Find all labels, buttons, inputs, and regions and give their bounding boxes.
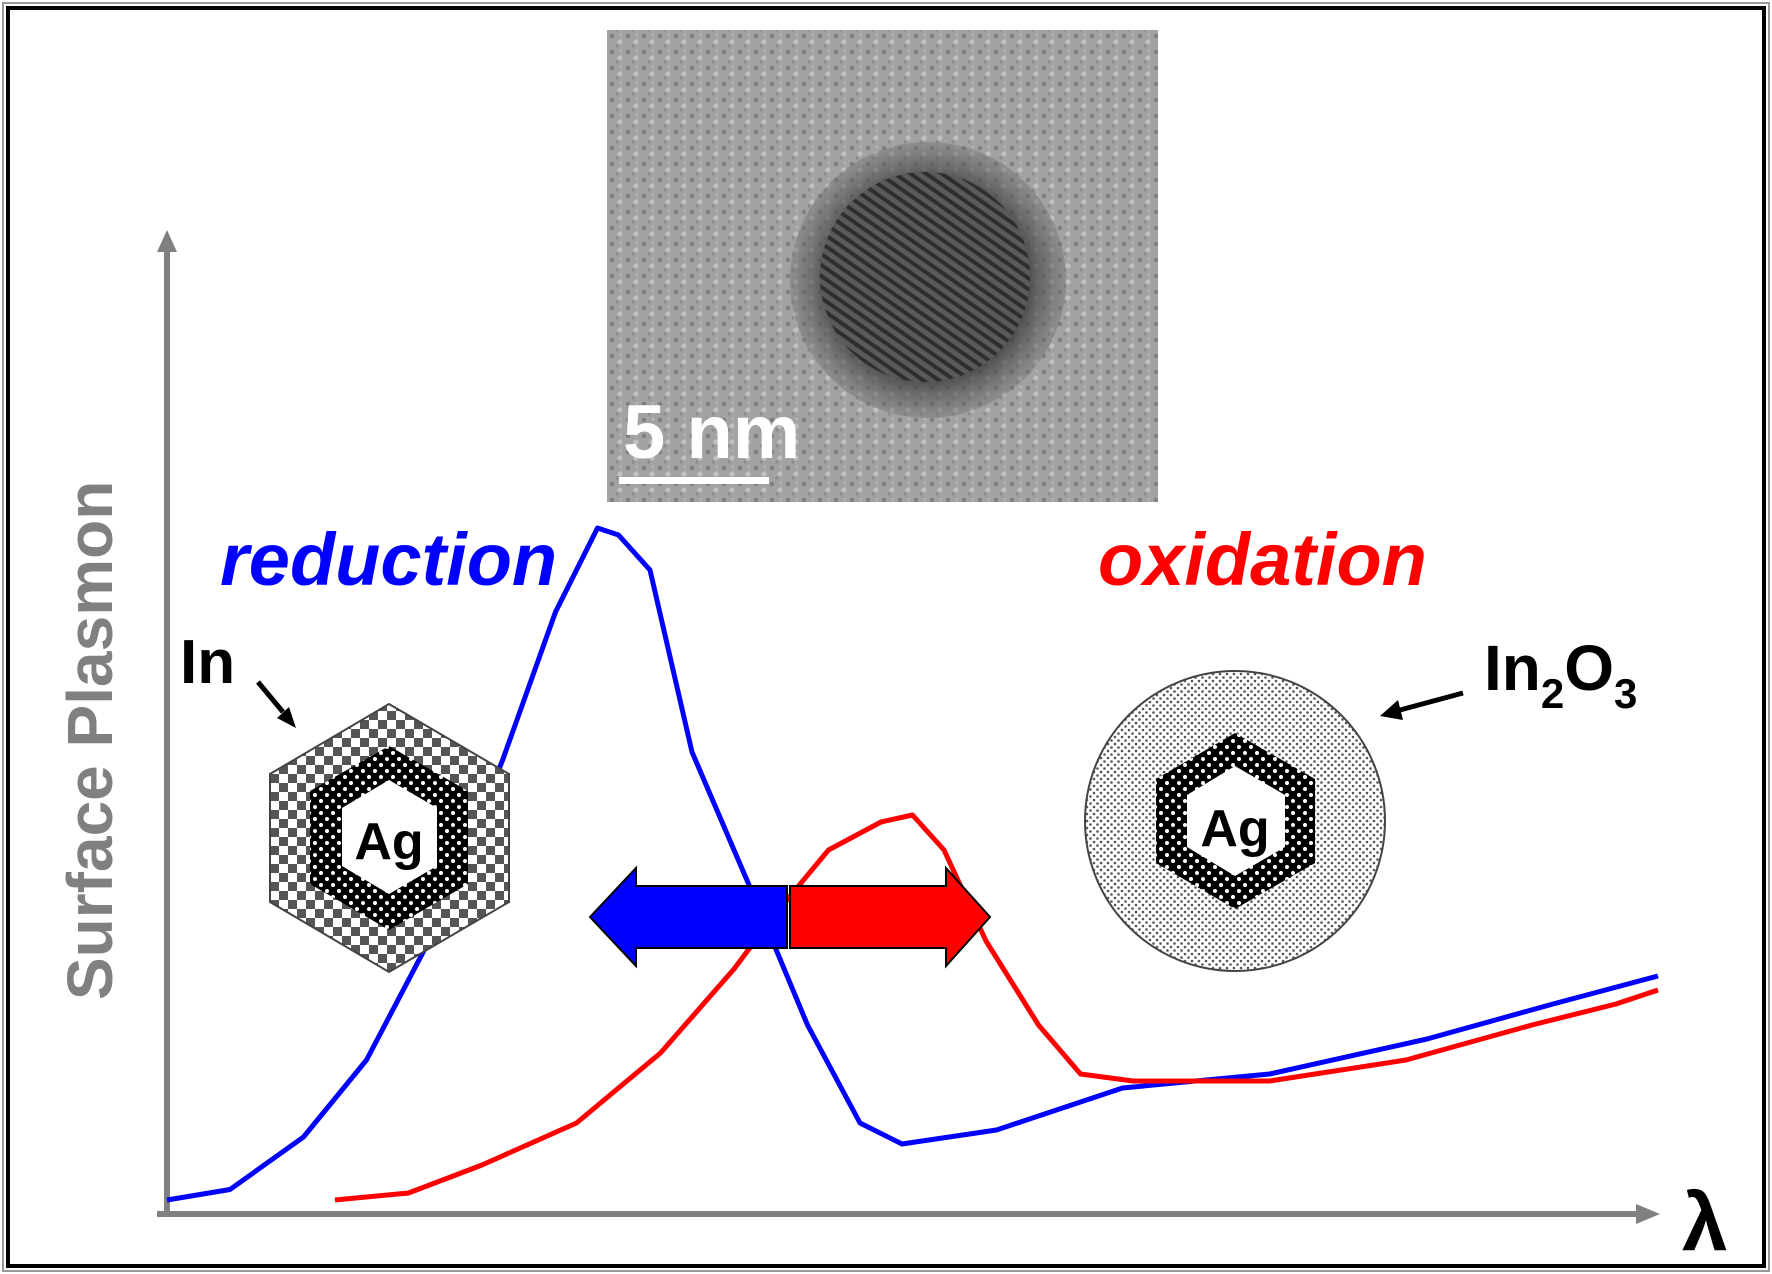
scale-bar	[619, 477, 769, 484]
nanoparticle-core	[820, 172, 1030, 382]
in2o3-pointer-arrow	[1380, 690, 1464, 720]
in-shell-label: In	[180, 628, 235, 697]
x-axis-arrowhead	[1636, 1204, 1660, 1224]
ag-core-hexagon	[342, 780, 437, 894]
x-axis-label: λ	[1682, 1177, 1728, 1268]
right-core-label: Ag	[1200, 800, 1269, 858]
reversible-arrow	[588, 865, 992, 969]
ag-in-core-shell-particle: Ag	[269, 702, 510, 974]
in2o3-shell-label: In2O3	[1484, 632, 1637, 717]
y-axis-label: Surface Plasmon	[54, 481, 126, 1000]
left-core-label: Ag	[354, 813, 423, 871]
in-pointer-arrow	[256, 680, 296, 728]
ag-core-hexagon-right	[1187, 766, 1285, 876]
ag-in2o3-core-shell-particle: Ag	[1084, 670, 1386, 972]
oxidation-spectrum-curve	[334, 812, 1659, 1203]
axes	[157, 230, 1660, 1224]
tem-micrograph: 5 nm	[607, 30, 1158, 502]
left-arrow	[588, 865, 788, 969]
inner-frame	[6, 6, 1766, 1268]
scale-bar-label: 5 nm	[623, 390, 800, 475]
y-axis-arrowhead	[157, 230, 177, 252]
right-arrow	[789, 865, 992, 969]
reduction-label: reduction	[220, 518, 557, 601]
oxidation-label: oxidation	[1098, 518, 1427, 601]
